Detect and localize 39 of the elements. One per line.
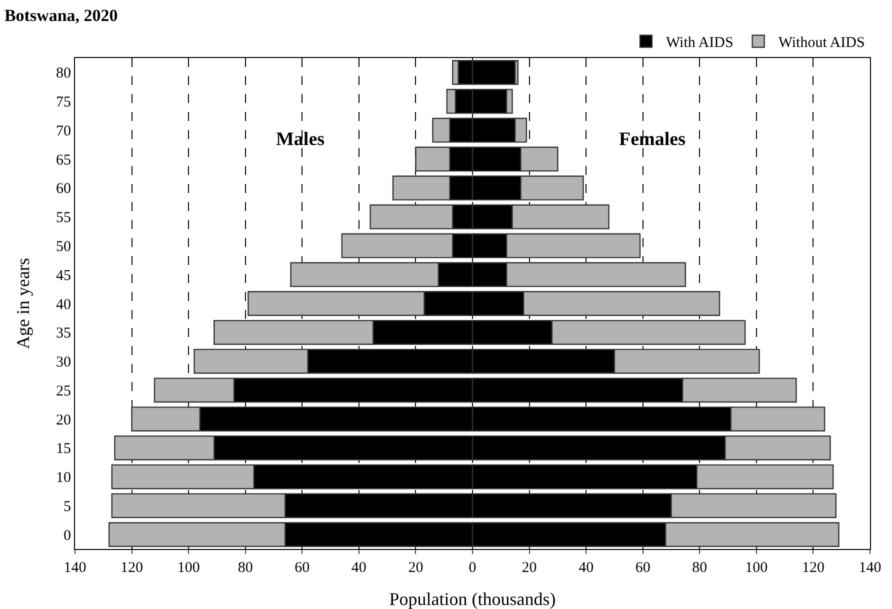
x-tick-label: 80 (238, 560, 253, 576)
x-tick-label: 60 (294, 560, 310, 576)
x-tick-label: 40 (351, 560, 366, 576)
x-tick-label: 120 (802, 560, 824, 576)
y-tick-label: 20 (56, 412, 71, 428)
x-tick-label: 20 (522, 560, 537, 576)
x-tick-label: 140 (858, 560, 882, 576)
legend-label: With AIDS (666, 35, 734, 52)
x-tick-label: 80 (692, 560, 708, 576)
y-tick-label: 40 (56, 296, 71, 313)
x-tick-label: 100 (745, 560, 768, 576)
y-tick-label: 25 (56, 383, 71, 400)
y-tick-label: 70 (56, 123, 71, 140)
y-tick-label: 15 (56, 441, 71, 458)
annotation: Females (619, 129, 686, 150)
y-tick-label: 45 (56, 268, 71, 284)
y-tick-label: 0 (64, 528, 71, 544)
x-tick-label: 20 (408, 560, 424, 576)
x-tick-label: 60 (635, 560, 650, 576)
annotation: Males (276, 129, 325, 150)
x-tick-label: 140 (64, 560, 86, 576)
y-tick-label: 60 (56, 181, 71, 198)
y-tick-label: 5 (64, 498, 71, 515)
y-axis-title: Age in years (13, 258, 33, 349)
y-tick-label: 10 (56, 470, 71, 486)
y-tick-label: 50 (56, 238, 71, 255)
legend-label: Without AIDS (778, 35, 865, 52)
y-tick-label: 75 (56, 94, 71, 111)
x-tick-label: 100 (177, 560, 200, 576)
y-tick-label: 35 (56, 326, 71, 342)
x-tick-label: 120 (120, 560, 144, 576)
y-tick-label: 30 (56, 354, 71, 371)
x-axis-title: Population (thousands) (389, 589, 556, 609)
y-tick-label: 65 (56, 152, 71, 168)
y-tick-label: 80 (56, 66, 71, 82)
x-tick-label: 40 (578, 560, 594, 576)
y-tick-label: 55 (56, 210, 71, 226)
x-tick-label: 0 (468, 560, 476, 576)
chart-title: Botswana, 2020 (4, 6, 118, 26)
